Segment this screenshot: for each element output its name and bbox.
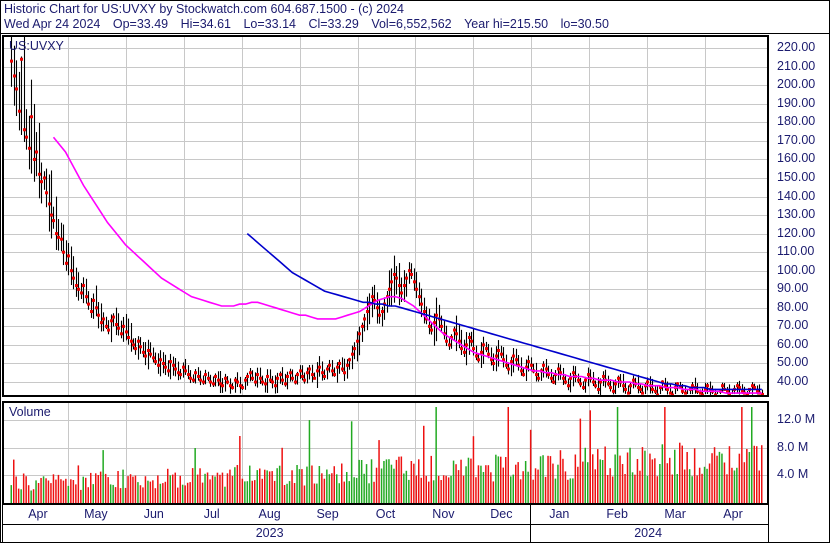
year-separator xyxy=(530,525,532,542)
year-label: 2023 xyxy=(255,526,284,540)
quote-low: Lo=33.14 xyxy=(243,17,296,31)
quote-date: Wed Apr 24 2024 xyxy=(4,17,101,31)
price-tick-label: 190.00 xyxy=(777,95,816,110)
chart-area: US:UVXY Volume Apr May Jun Jul Aug Sep Oct Nov D… xyxy=(1,34,829,542)
quote-line: Wed Apr 24 2024 Op=33.49 Hi=34.61 Lo=33.… xyxy=(4,17,609,31)
volume-panel[interactable]: Volume xyxy=(2,401,769,505)
year-label: 2024 xyxy=(634,526,663,540)
header: Historic Chart for US:UVXY by Stockwatch… xyxy=(1,1,829,34)
price-tick-label: 120.00 xyxy=(777,225,816,240)
price-tick-label: 100.00 xyxy=(777,262,816,277)
month-label: Jun xyxy=(143,507,164,521)
volume-tick-label: 4.0 M xyxy=(777,467,809,482)
month-label: Oct xyxy=(375,507,396,521)
month-label: Aug xyxy=(258,507,281,521)
price-tick-label: 70.00 xyxy=(777,318,809,333)
month-label: Jul xyxy=(203,507,220,521)
price-panel[interactable]: US:UVXY xyxy=(2,35,769,397)
price-tick-label: 90.00 xyxy=(777,281,809,296)
price-panel-label: US:UVXY xyxy=(9,39,64,53)
price-tick-label: 210.00 xyxy=(777,58,816,73)
month-label: May xyxy=(84,507,108,521)
month-label: Dec xyxy=(490,507,513,521)
year-separator xyxy=(530,505,532,524)
price-tick-label: 50.00 xyxy=(777,355,809,370)
price-tick-label: 60.00 xyxy=(777,336,809,351)
quote-close: Cl=33.29 xyxy=(308,17,359,31)
price-tick-label: 110.00 xyxy=(777,244,815,259)
price-tick-label: 80.00 xyxy=(777,299,809,314)
price-tick-label: 160.00 xyxy=(777,151,816,166)
quote-year-high: Year hi=215.50 xyxy=(464,17,549,31)
month-label: Nov xyxy=(432,507,455,521)
price-axis-labels: 220.00 210.00 200.00 190.00 180.00 170.00 160.… xyxy=(773,34,829,542)
month-label: Sep xyxy=(316,507,339,521)
price-plot xyxy=(4,37,767,395)
month-label: Mar xyxy=(664,507,686,521)
price-tick-label: 170.00 xyxy=(777,132,816,147)
month-label: Apr xyxy=(28,507,48,521)
volume-plot xyxy=(4,403,767,503)
price-tick-label: 130.00 xyxy=(777,207,816,222)
year-axis: 2023 2024 xyxy=(2,525,769,542)
month-label: Jan xyxy=(549,507,570,521)
volume-panel-label: Volume xyxy=(9,405,51,419)
month-axis: Apr May Jun Jul Aug Sep Oct Nov Dec Jan Feb Mar Apr xyxy=(2,505,769,525)
price-tick-label: 200.00 xyxy=(777,77,816,92)
price-tick-label: 40.00 xyxy=(777,374,809,388)
month-label: Apr xyxy=(723,507,743,521)
price-tick-label: 150.00 xyxy=(777,169,816,184)
volume-tick-label: 12.0 M xyxy=(777,412,816,427)
quote-year-low: lo=30.50 xyxy=(560,17,609,31)
month-label: Feb xyxy=(606,507,628,521)
price-tick-label: 140.00 xyxy=(777,188,816,203)
chart-title: Historic Chart for US:UVXY by Stockwatch… xyxy=(4,2,404,16)
quote-high: Hi=34.61 xyxy=(180,17,231,31)
price-tick-label: 180.00 xyxy=(777,114,816,129)
price-tick-label: 220.00 xyxy=(777,40,816,55)
volume-tick-label: 8.0 M xyxy=(777,439,809,454)
quote-volume: Vol=6,552,562 xyxy=(371,17,452,31)
quote-open: Op=33.49 xyxy=(112,17,169,31)
